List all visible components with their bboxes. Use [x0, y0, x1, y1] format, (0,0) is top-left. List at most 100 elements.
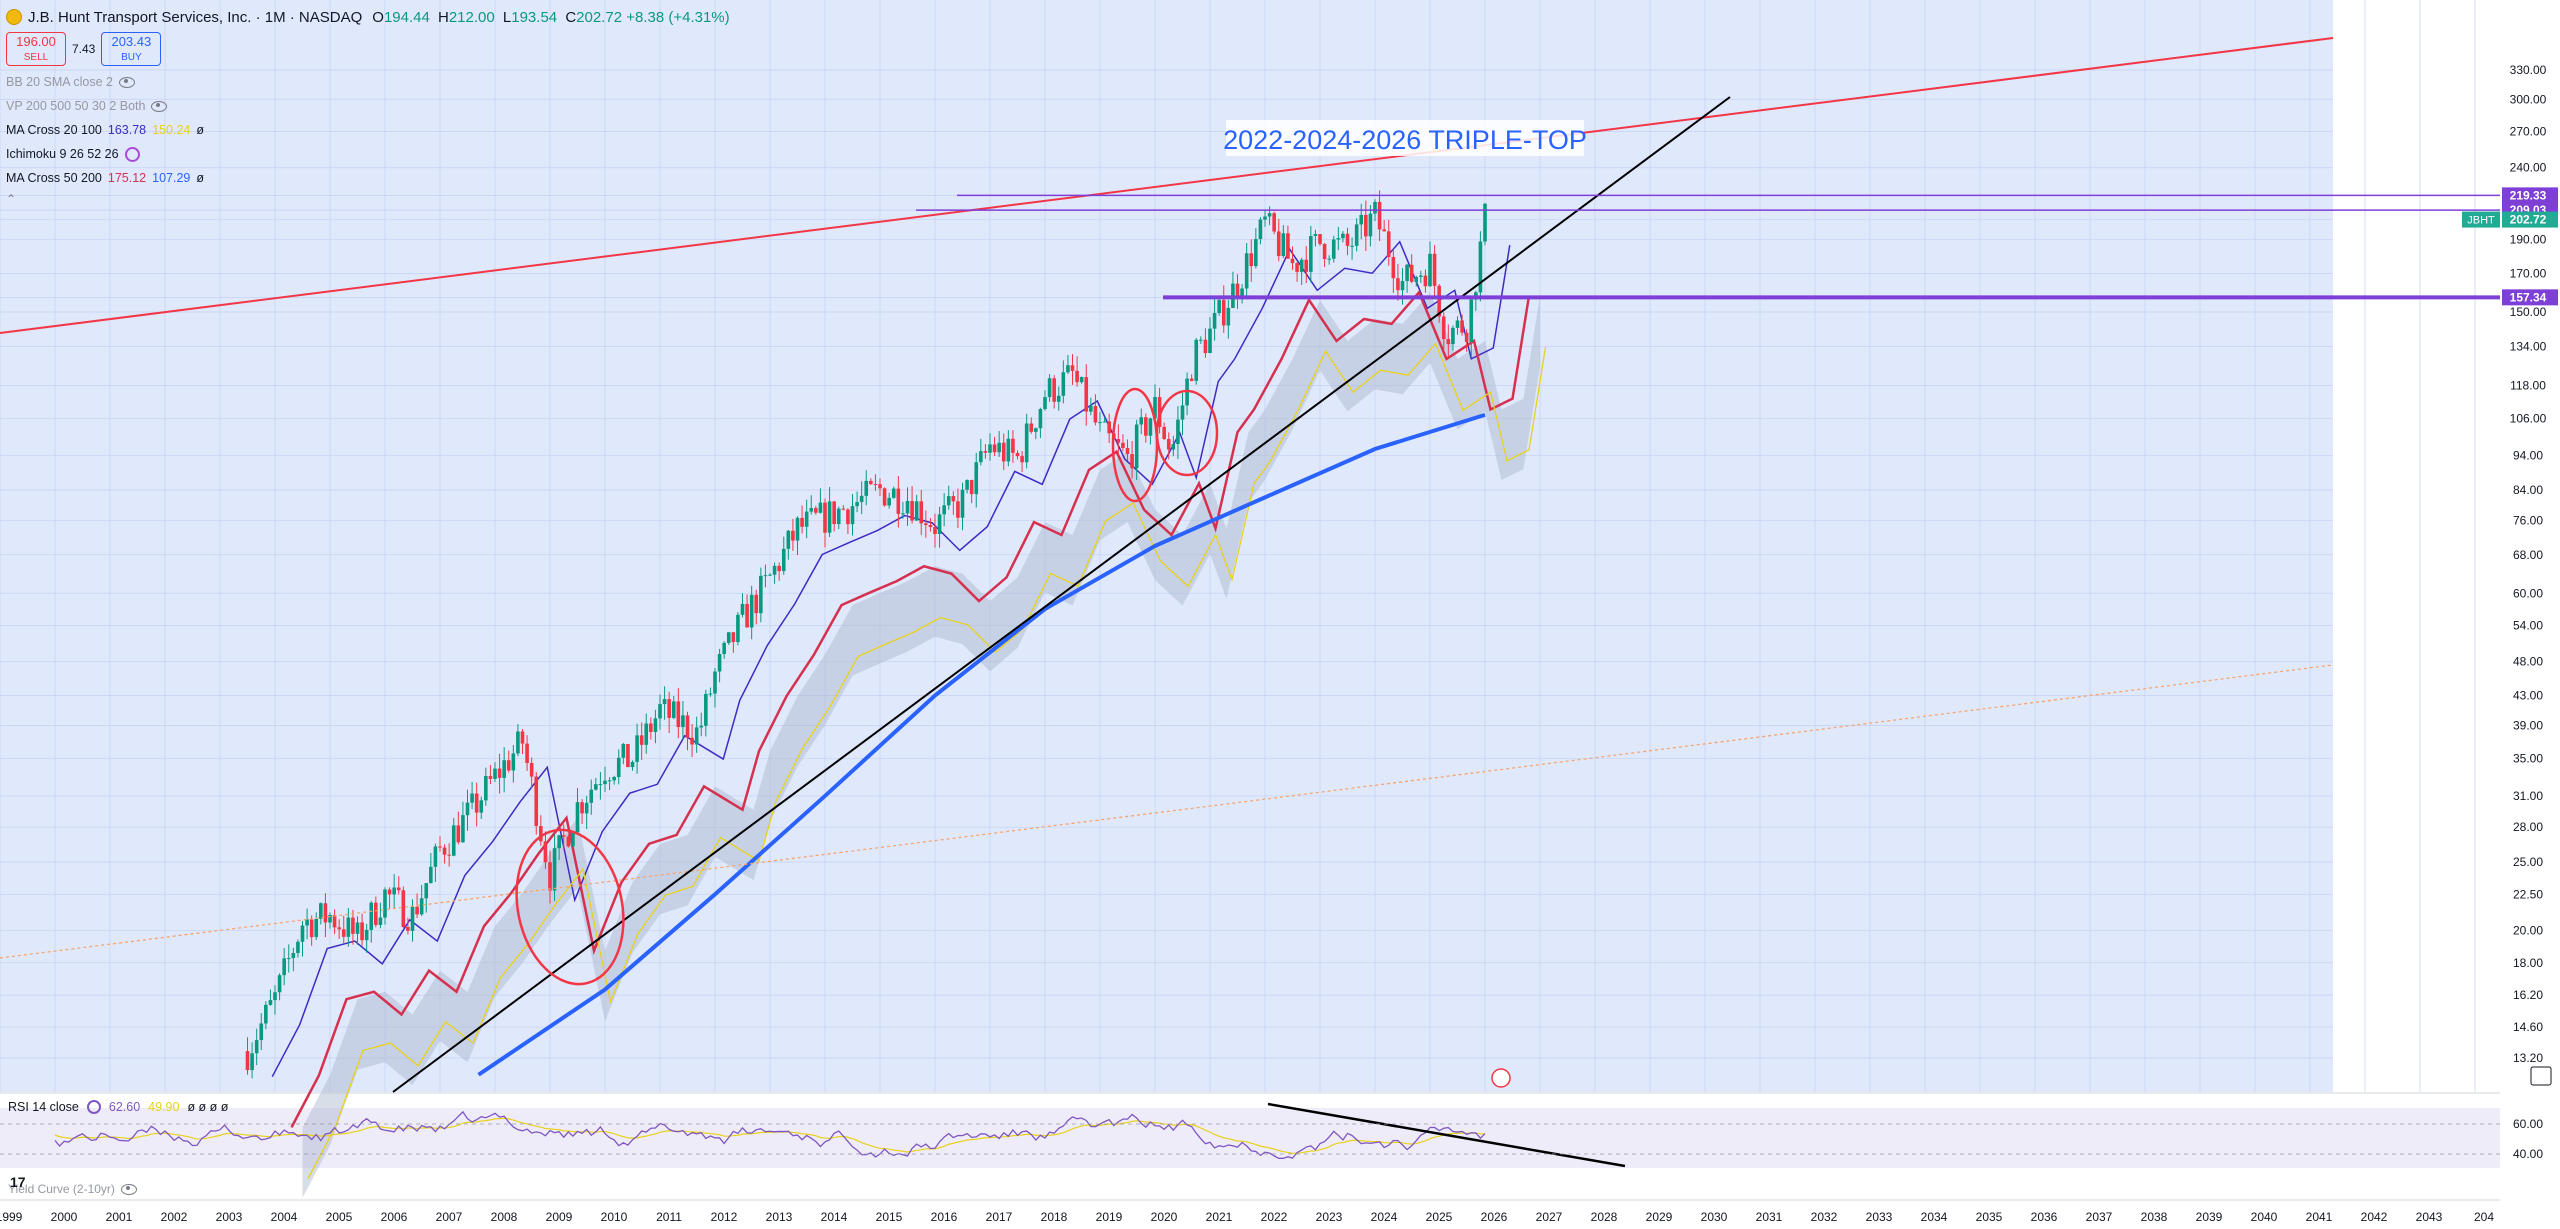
candle-body: [529, 762, 534, 777]
rsi-divergence-line: [1267, 1102, 1626, 1168]
candle-body: [341, 929, 346, 937]
ma100-value: 150.24: [152, 123, 191, 137]
candle-body: [814, 508, 818, 513]
indicator-bb[interactable]: BB 20 SMA close 2: [6, 70, 730, 94]
time-tick-label: 2011: [656, 1210, 682, 1224]
buy-price: 203.43: [111, 34, 152, 49]
indicator-ichimoku[interactable]: Ichimoku 9 26 52 26: [6, 142, 730, 166]
chart-legend: J.B. Hunt Transport Services, Inc. · 1M …: [6, 6, 730, 206]
candle-body: [919, 501, 924, 524]
time-tick-label: 2039: [2196, 1210, 2223, 1224]
sell-label: SELL: [23, 52, 49, 63]
candle-body: [1130, 453, 1134, 469]
circle-2009: [515, 828, 625, 986]
candle-body: [951, 496, 956, 502]
settings-icon[interactable]: [124, 146, 140, 162]
candle-body: [516, 731, 520, 754]
time-axis: 1999 2000 2001 2002 2003 2004 2005 2006 2007 2008…: [0, 1201, 2560, 1229]
candle-body: [754, 594, 759, 614]
candle-body: [882, 488, 887, 506]
candle-body: [667, 699, 671, 718]
time-tick-label: 2032: [1811, 1210, 1838, 1224]
candle-body: [1327, 258, 1331, 260]
price-tick-label: 54.00: [2513, 619, 2543, 633]
candle-body: [396, 887, 401, 891]
price-tick-label: 22.50: [2513, 887, 2543, 901]
buy-button[interactable]: 203.43 BUY: [101, 32, 162, 66]
time-tick-label: 2009: [546, 1210, 573, 1224]
ma50-line: [290, 290, 1531, 1128]
candle-body: [644, 723, 649, 745]
price-axis-bg: [2500, 0, 2560, 1229]
ticker-badge-label: JBHT: [2467, 215, 2495, 227]
candle-body: [1276, 231, 1281, 257]
collapse-legend-icon[interactable]: ⌃: [6, 192, 17, 206]
indicator-ma-cross-50-200[interactable]: MA Cross 50 200 175.12 107.29 ø: [6, 166, 730, 190]
candle-body: [383, 889, 387, 918]
candle-body: [928, 525, 933, 527]
candle-body: [965, 480, 969, 490]
candle-body: [662, 699, 667, 705]
indicator-ma-cross-20-100[interactable]: MA Cross 20 100 163.78 150.24 ø: [6, 118, 730, 142]
eye-hidden-icon[interactable]: [120, 1183, 137, 1195]
time-tick-label: 2002: [161, 1210, 188, 1224]
candle-body: [1070, 365, 1075, 371]
candle-body: [713, 671, 717, 694]
candle-body: [1441, 316, 1446, 340]
candle-body: [254, 1040, 259, 1054]
candle-body: [429, 866, 433, 884]
candle-body: [323, 903, 328, 923]
candle-body: [1171, 444, 1176, 450]
price-tick-label: 28.00: [2513, 820, 2543, 834]
candle-body: [1157, 397, 1162, 427]
symbol-title[interactable]: J.B. Hunt Transport Services, Inc. · 1M …: [28, 8, 363, 26]
eye-hidden-icon[interactable]: [151, 100, 168, 112]
candle-body: [1006, 438, 1011, 462]
candle-body: [942, 505, 946, 515]
candle-body: [589, 789, 594, 803]
time-tick-label: 2025: [1426, 1210, 1453, 1224]
candle-body: [1107, 421, 1111, 434]
sell-button[interactable]: 196.00 SELL: [6, 32, 66, 66]
candle-body: [759, 575, 763, 614]
price-tick-label: 68.00: [2513, 548, 2543, 562]
candle-body: [1221, 300, 1226, 326]
candle-body: [1162, 426, 1166, 440]
price-tick-label: 190.00: [2510, 232, 2547, 246]
candle-body: [497, 768, 502, 778]
candle-body: [1024, 423, 1029, 463]
tradingview-logo-icon[interactable]: 17: [10, 1174, 26, 1190]
candle-body: [534, 776, 539, 827]
candle-body: [442, 847, 447, 855]
candle-body: [616, 757, 621, 778]
candle-body: [419, 898, 424, 915]
candle-body: [878, 484, 882, 489]
rsi-label[interactable]: RSI 14 close: [8, 1100, 79, 1114]
time-tick-label: 2033: [1866, 1210, 1893, 1224]
candle-body: [772, 565, 777, 575]
low-value: 193.54: [511, 8, 558, 26]
spread-value: 7.43: [72, 42, 96, 56]
candle-body: [905, 500, 910, 514]
candle-body: [809, 508, 814, 512]
candle-body: [580, 802, 584, 814]
candle-body: [1451, 327, 1455, 345]
candle-body: [1121, 442, 1125, 448]
time-tick-label: 2029: [1646, 1210, 1673, 1224]
candle-body: [268, 1000, 273, 1005]
yield-curve-label[interactable]: Yield Curve (2-10yr): [8, 1182, 115, 1196]
candle-body: [1414, 276, 1419, 282]
settings-icon[interactable]: [86, 1100, 101, 1114]
time-tick-label: 2007: [436, 1210, 463, 1224]
eye-hidden-icon[interactable]: [119, 76, 136, 88]
rsi-pane-bg: [0, 1108, 2500, 1168]
candle-body: [374, 902, 378, 925]
time-tick-label: 2023: [1316, 1210, 1343, 1224]
time-axis-bg: [0, 1201, 2560, 1229]
ma200-value: 107.29: [152, 171, 191, 185]
time-tick-label: 2008: [491, 1210, 518, 1224]
candle-body: [983, 451, 988, 453]
candle-body: [598, 784, 603, 786]
indicator-vp[interactable]: VP 200 500 50 30 2 Both: [6, 94, 730, 118]
